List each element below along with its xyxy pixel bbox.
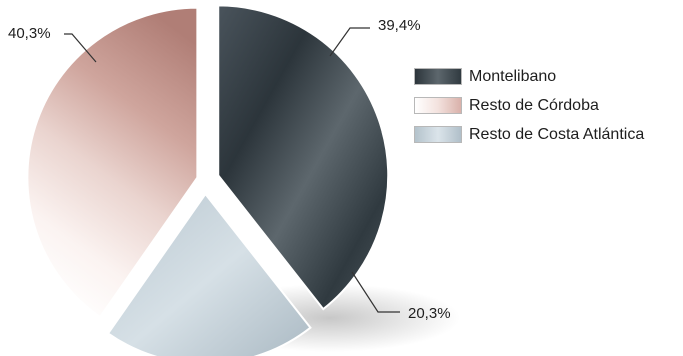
- leader-line: [351, 271, 400, 313]
- legend-item-montelibano: Montelibano: [414, 62, 644, 91]
- legend-swatch-montelibano: [414, 68, 462, 85]
- legend-label: Resto de Costa Atlántica: [469, 125, 645, 143]
- legend: Montelibano Resto de Córdoba Resto de Co…: [414, 62, 644, 149]
- slice-value-label: 20,3%: [408, 305, 451, 322]
- pie-slices: [26, 4, 390, 356]
- legend-swatch-resto-costa: [414, 126, 462, 143]
- slice-resto-cordoba: [26, 6, 199, 319]
- leader-line: [64, 33, 97, 63]
- slice-resto-costa: [106, 192, 312, 356]
- legend-item-resto-cordoba: Resto de Córdoba: [414, 91, 644, 120]
- slice-value-label: 40,3%: [8, 25, 51, 42]
- legend-swatch-resto-cordoba: [414, 97, 462, 114]
- slice-value-label: 39,4%: [378, 17, 421, 34]
- legend-item-resto-costa: Resto de Costa Atlántica: [414, 120, 644, 149]
- legend-label: Montelibano: [469, 67, 557, 85]
- leader-line: [329, 27, 370, 57]
- legend-label: Resto de Córdoba: [469, 96, 599, 114]
- slice-montelibano: [217, 4, 390, 311]
- pie-labels: 39,4% 20,3% 40,3%: [8, 17, 451, 322]
